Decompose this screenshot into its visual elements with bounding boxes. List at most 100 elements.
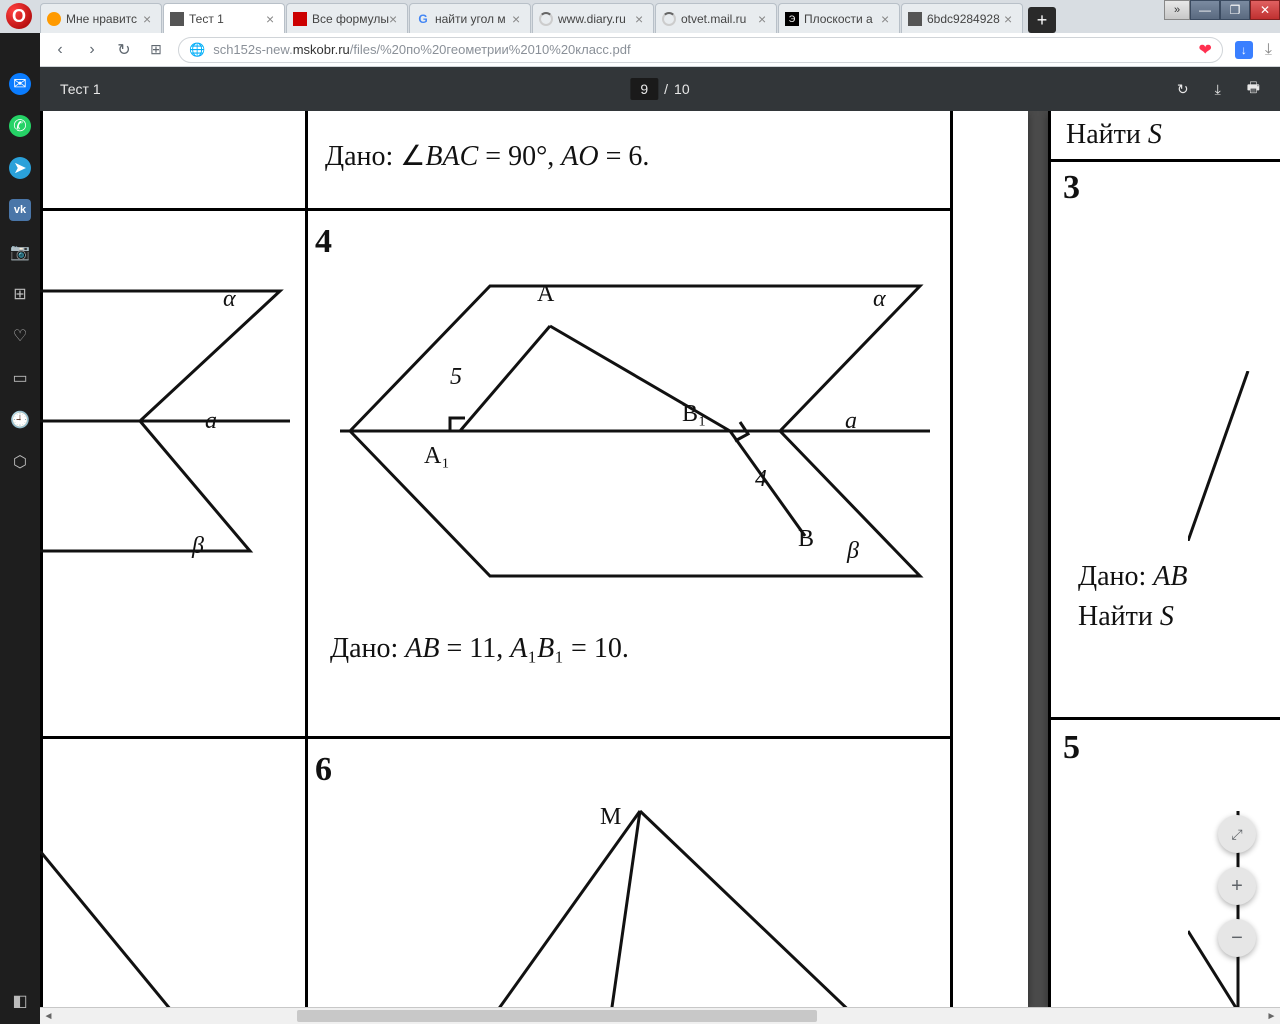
tab[interactable]: Э Плоскости а × bbox=[778, 3, 900, 33]
tab[interactable]: 6bdc9284928 × bbox=[901, 3, 1023, 33]
page-total: 10 bbox=[674, 81, 690, 97]
pdf-page: Дано: ∠BAC = 90°, AO = 6. 4 α a β bbox=[40, 111, 1028, 1007]
geometry-figure bbox=[40, 261, 305, 621]
problem-number: 3 bbox=[1063, 169, 1080, 207]
tab-close-icon[interactable]: × bbox=[266, 11, 278, 27]
tab[interactable]: www.diary.ru × bbox=[532, 3, 654, 33]
zoom-controls: ⤢ + − bbox=[1218, 815, 1256, 957]
geom-label: a bbox=[205, 408, 217, 435]
tab-title: Тест 1 bbox=[189, 12, 266, 26]
whatsapp-icon[interactable]: ✆ bbox=[9, 115, 31, 137]
geom-label: B bbox=[798, 526, 814, 553]
bookmark-heart-icon[interactable]: ❤ bbox=[1199, 40, 1212, 60]
geom-label: M bbox=[600, 804, 621, 831]
speed-dial-icon[interactable]: ⊞ bbox=[9, 283, 31, 305]
sidebar-toggle-icon[interactable]: ◧ bbox=[9, 990, 31, 1012]
address-input[interactable]: 🌐 sch152s-new.mskobr.ru/files/%20по%20ге… bbox=[178, 37, 1223, 63]
problem-given-text: Дано: ∠BAC = 90°, AO = 6. bbox=[325, 139, 649, 173]
favorites-icon[interactable]: ♡ bbox=[9, 325, 31, 347]
google-icon: G bbox=[416, 12, 430, 26]
news-icon[interactable]: ▭ bbox=[9, 367, 31, 389]
geom-label: α bbox=[223, 286, 236, 313]
loading-icon bbox=[539, 12, 553, 26]
opera-menu-button[interactable]: O bbox=[6, 3, 32, 29]
url-text: sch152s-new.mskobr.ru/files/%20по%20геом… bbox=[213, 42, 630, 57]
tab-close-icon[interactable]: × bbox=[758, 11, 770, 27]
tab-strip: O Мне нравитс × Тест 1 × Все формулы × G… bbox=[0, 0, 1280, 33]
messenger-icon[interactable]: ✉ bbox=[9, 73, 31, 95]
geom-label: B₁ bbox=[682, 401, 706, 428]
table-border bbox=[1048, 717, 1280, 720]
scroll-left-arrow[interactable]: ◄ bbox=[40, 1008, 57, 1025]
window-expand-button[interactable]: » bbox=[1164, 0, 1190, 20]
download-button[interactable]: ⤓ bbox=[1215, 81, 1221, 98]
window-minimize-button[interactable]: — bbox=[1190, 0, 1220, 20]
speed-dial-button[interactable]: ⊞ bbox=[146, 41, 166, 58]
side-text: Дано: AВ bbox=[1078, 561, 1188, 593]
geom-label: β bbox=[847, 538, 859, 565]
left-sidebar: ✉ ✆ ➤ vk 📷 ⊞ ♡ ▭ 🕘 ⬡ ◧ bbox=[0, 33, 40, 1024]
table-border bbox=[1048, 111, 1051, 1007]
rotate-button[interactable]: ↻ bbox=[1177, 81, 1189, 98]
tab[interactable]: Тест 1 × bbox=[163, 3, 285, 33]
geometry-figure bbox=[340, 801, 940, 1007]
table-border bbox=[950, 111, 953, 1007]
extensions-icon[interactable]: ⬡ bbox=[9, 451, 31, 473]
side-text: Найти S bbox=[1078, 601, 1174, 633]
tab-close-icon[interactable]: × bbox=[143, 11, 155, 27]
tab[interactable]: Мне нравитс × bbox=[40, 3, 162, 33]
geometry-figure bbox=[40, 851, 305, 1007]
scroll-thumb[interactable] bbox=[297, 1010, 817, 1022]
geom-label: β bbox=[192, 533, 204, 560]
geom-label: a bbox=[845, 408, 857, 435]
table-border bbox=[1048, 159, 1280, 162]
vk-icon[interactable]: vk bbox=[9, 199, 31, 221]
geom-label: A bbox=[537, 281, 554, 308]
geom-label: 4 bbox=[755, 466, 767, 493]
tab-close-icon[interactable]: × bbox=[635, 11, 647, 27]
new-tab-button[interactable]: + bbox=[1028, 7, 1056, 33]
document-icon bbox=[908, 12, 922, 26]
globe-icon: 🌐 bbox=[189, 42, 205, 58]
address-bar-row: ‹ › ↻ ⊞ 🌐 sch152s-new.mskobr.ru/files/%2… bbox=[0, 33, 1280, 67]
favicon bbox=[293, 12, 307, 26]
tab[interactable]: Все формулы × bbox=[286, 3, 408, 33]
page-current-input[interactable]: 9 bbox=[630, 78, 658, 100]
forward-button[interactable]: › bbox=[82, 41, 102, 59]
side-text: Найти S bbox=[1066, 119, 1162, 151]
geom-label: 5 bbox=[450, 364, 462, 391]
telegram-icon[interactable]: ➤ bbox=[9, 157, 31, 179]
tab-close-icon[interactable]: × bbox=[881, 11, 893, 27]
scroll-right-arrow[interactable]: ► bbox=[1263, 1008, 1280, 1025]
window-maximize-button[interactable]: ❐ bbox=[1220, 0, 1250, 20]
scroll-track[interactable] bbox=[57, 1008, 1263, 1024]
table-border bbox=[40, 736, 953, 739]
print-button[interactable]: 🖶 bbox=[1247, 77, 1260, 101]
tab-title: 6bdc9284928 bbox=[927, 12, 1004, 26]
tab-title: найти угол м bbox=[435, 12, 512, 26]
pdf-title: Тест 1 bbox=[60, 81, 101, 97]
window-close-button[interactable]: ✕ bbox=[1250, 0, 1280, 20]
favicon: Э bbox=[785, 12, 799, 26]
history-icon[interactable]: 🕘 bbox=[9, 409, 31, 431]
tab[interactable]: G найти угол м × bbox=[409, 3, 531, 33]
zoom-out-button[interactable]: − bbox=[1218, 919, 1256, 957]
problem-number: 6 bbox=[315, 751, 332, 789]
fit-page-button[interactable]: ⤢ bbox=[1218, 815, 1256, 853]
pdf-content-area[interactable]: Дано: ∠BAC = 90°, AO = 6. 4 α a β bbox=[40, 111, 1280, 1007]
snapshot-icon[interactable]: 📷 bbox=[9, 241, 31, 263]
save-page-button[interactable]: ⤓ bbox=[1265, 41, 1272, 59]
tab[interactable]: otvet.mail.ru × bbox=[655, 3, 777, 33]
tab-close-icon[interactable]: × bbox=[1004, 11, 1016, 27]
horizontal-scrollbar[interactable]: ◄ ► bbox=[40, 1007, 1280, 1024]
zoom-in-button[interactable]: + bbox=[1218, 867, 1256, 905]
tab-close-icon[interactable]: × bbox=[512, 11, 524, 27]
problem-number: 4 bbox=[315, 223, 332, 261]
downloads-button[interactable]: ↓ bbox=[1235, 41, 1253, 59]
tab-close-icon[interactable]: × bbox=[389, 11, 401, 27]
tab-title: Мне нравитс bbox=[66, 12, 143, 26]
tab-title: www.diary.ru bbox=[558, 12, 635, 26]
favicon bbox=[47, 12, 61, 26]
reload-button[interactable]: ↻ bbox=[114, 40, 134, 60]
back-button[interactable]: ‹ bbox=[50, 41, 70, 59]
